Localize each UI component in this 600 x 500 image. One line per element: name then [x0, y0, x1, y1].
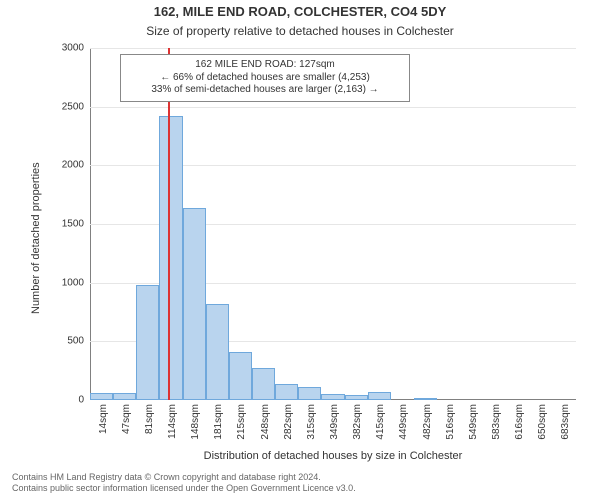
x-axis-label: Distribution of detached houses by size … — [90, 450, 576, 462]
callout-line: 33% of semi-detached houses are larger (… — [129, 84, 401, 97]
bar — [159, 116, 182, 400]
bar — [206, 304, 229, 400]
title-sub: Size of property relative to detached ho… — [0, 24, 600, 38]
xtick-label: 349sqm — [329, 400, 340, 440]
bar — [298, 387, 321, 400]
xtick-label: 282sqm — [283, 400, 294, 440]
xtick-label: 583sqm — [491, 400, 502, 440]
callout-line: 162 MILE END ROAD: 127sqm — [129, 59, 401, 72]
xtick-label: 215sqm — [236, 400, 247, 440]
bar — [368, 392, 391, 400]
xtick-label: 549sqm — [468, 400, 479, 440]
ytick-label: 3000 — [62, 43, 90, 54]
gridline — [90, 48, 576, 49]
footer-line-2: Contains public sector information licen… — [12, 483, 356, 494]
gridline — [90, 107, 576, 108]
histogram-chart: 05001000150020002500300014sqm47sqm81sqm1… — [90, 48, 576, 400]
xtick-label: 315sqm — [306, 400, 317, 440]
bar — [90, 393, 113, 400]
bar — [113, 393, 136, 400]
xtick-label: 683sqm — [560, 400, 571, 440]
xtick-label: 482sqm — [422, 400, 433, 440]
xtick-label: 181sqm — [213, 400, 224, 440]
bar — [275, 384, 298, 400]
callout-line: ← 66% of detached houses are smaller (4,… — [129, 72, 401, 85]
xtick-label: 382sqm — [352, 400, 363, 440]
xtick-label: 616sqm — [514, 400, 525, 440]
bar — [252, 368, 275, 400]
xtick-label: 47sqm — [121, 400, 132, 434]
xtick-label: 650sqm — [537, 400, 548, 440]
ytick-label: 1500 — [62, 219, 90, 230]
bar — [136, 285, 159, 400]
ytick-label: 500 — [67, 336, 90, 347]
xtick-label: 516sqm — [445, 400, 456, 440]
callout-box: 162 MILE END ROAD: 127sqm← 66% of detach… — [120, 54, 410, 102]
y-axis-label: Number of detached properties — [30, 162, 42, 314]
ytick-label: 1000 — [62, 277, 90, 288]
xtick-label: 449sqm — [398, 400, 409, 440]
footer-line-1: Contains HM Land Registry data © Crown c… — [12, 472, 356, 483]
footer: Contains HM Land Registry data © Crown c… — [12, 472, 356, 495]
title-main: 162, MILE END ROAD, COLCHESTER, CO4 5DY — [0, 4, 600, 19]
bar — [229, 352, 252, 400]
bar — [183, 208, 206, 400]
ytick-label: 2000 — [62, 160, 90, 171]
xtick-label: 148sqm — [190, 400, 201, 440]
ytick-label: 0 — [78, 395, 90, 406]
ytick-label: 2500 — [62, 101, 90, 112]
xtick-label: 415sqm — [375, 400, 386, 440]
xtick-label: 81sqm — [144, 400, 155, 434]
xtick-label: 114sqm — [167, 400, 178, 439]
xtick-label: 248sqm — [260, 400, 271, 440]
xtick-label: 14sqm — [98, 400, 109, 434]
